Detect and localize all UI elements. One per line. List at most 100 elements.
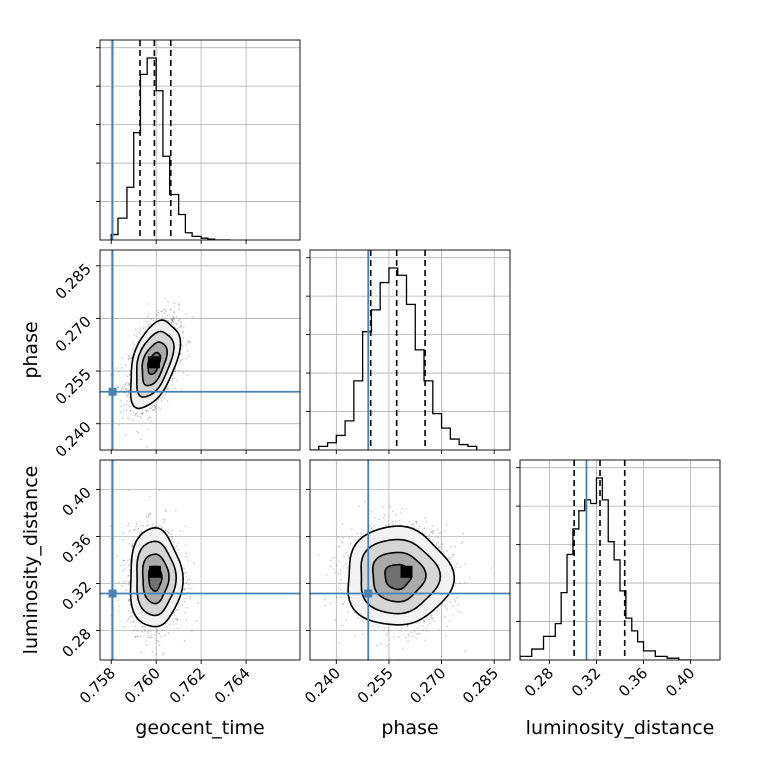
- sample-point: [334, 571, 336, 574]
- sample-point: [394, 514, 397, 516]
- sample-point: [138, 331, 141, 334]
- sample-point: [121, 417, 124, 419]
- sample-point: [117, 386, 119, 389]
- sample-point: [416, 622, 418, 624]
- truth-marker: [364, 589, 373, 598]
- sample-point: [435, 542, 438, 544]
- sample-point: [122, 581, 125, 584]
- hist-panel-phase: [306, 249, 511, 454]
- sample-point: [406, 625, 409, 627]
- sample-point: [127, 382, 130, 384]
- sample-point: [122, 563, 125, 566]
- sample-point: [374, 517, 377, 519]
- sample-point: [444, 635, 447, 638]
- sample-point: [160, 310, 163, 313]
- sample-point: [116, 384, 118, 386]
- sample-point: [425, 520, 428, 523]
- sample-point: [410, 631, 413, 634]
- x-tick-label: 0.760: [121, 664, 164, 707]
- sample-point: [172, 316, 175, 319]
- sample-point: [193, 562, 195, 565]
- sample-point: [360, 532, 363, 535]
- sample-point: [129, 357, 132, 360]
- sample-point: [447, 556, 450, 559]
- sample-point: [147, 428, 150, 430]
- panel-content: [100, 40, 300, 240]
- sample-point: [431, 530, 434, 532]
- sample-point: [141, 625, 144, 627]
- sample-point: [432, 616, 434, 619]
- sample-point: [183, 587, 186, 590]
- sample-point: [154, 407, 157, 410]
- sample-point: [450, 546, 453, 548]
- sample-point: [353, 612, 356, 615]
- sample-point: [128, 405, 131, 408]
- panel-content: [100, 250, 300, 450]
- sample-point: [341, 602, 344, 605]
- panel-border: [99, 39, 301, 241]
- sample-point: [412, 523, 414, 525]
- sample-point: [156, 311, 159, 314]
- sample-point: [345, 562, 347, 565]
- sample-point: [164, 310, 167, 313]
- sample-point: [347, 610, 350, 613]
- sample-point: [106, 396, 109, 398]
- sample-point: [156, 630, 159, 633]
- sample-point: [156, 309, 159, 312]
- sample-point: [124, 383, 127, 386]
- sample-point: [170, 321, 173, 324]
- sample-point: [122, 532, 125, 534]
- sample-point: [133, 334, 136, 337]
- sample-point: [166, 314, 169, 317]
- sample-point: [388, 657, 390, 660]
- sample-point: [173, 310, 176, 313]
- sample-point: [129, 410, 132, 412]
- sample-point: [128, 581, 130, 584]
- sample-point: [462, 541, 464, 543]
- sample-point: [147, 632, 150, 635]
- sample-point: [183, 588, 186, 591]
- sample-point: [140, 651, 143, 654]
- sample-point: [439, 531, 442, 534]
- sample-point: [185, 606, 188, 609]
- sample-point: [155, 403, 158, 406]
- sample-point: [120, 400, 123, 402]
- sample-point: [147, 516, 150, 518]
- sample-point: [147, 514, 150, 517]
- sample-point: [452, 554, 455, 557]
- sample-point: [171, 537, 174, 540]
- sample-point: [339, 588, 342, 591]
- sample-point: [421, 625, 424, 627]
- sample-point: [122, 388, 125, 390]
- sample-point: [115, 367, 118, 369]
- contour-line: [141, 341, 169, 387]
- sample-point: [134, 328, 137, 331]
- sample-point: [142, 525, 145, 527]
- sample-point: [152, 319, 155, 321]
- sample-point: [418, 632, 420, 635]
- sample-point: [354, 635, 356, 638]
- sample-point: [333, 556, 336, 559]
- sample-point: [121, 584, 124, 587]
- sample-point: [350, 528, 353, 531]
- sample-point: [389, 506, 392, 508]
- sample-point: [121, 356, 123, 359]
- sample-point: [174, 618, 177, 620]
- sample-point: [192, 316, 194, 318]
- sample-point: [172, 321, 175, 323]
- sample-point: [148, 313, 150, 316]
- sample-point: [127, 575, 129, 577]
- sample-point: [171, 319, 173, 321]
- sample-point: [393, 636, 396, 638]
- sample-point: [141, 630, 143, 633]
- sample-point: [127, 396, 130, 398]
- sample-point: [415, 520, 418, 523]
- sample-point: [185, 597, 187, 600]
- sample-point: [129, 616, 132, 619]
- sample-point: [128, 598, 131, 601]
- sample-point: [441, 543, 444, 545]
- sample-point: [383, 514, 386, 517]
- panel-border: [309, 459, 511, 661]
- sample-point: [125, 388, 128, 391]
- sample-point: [164, 508, 167, 511]
